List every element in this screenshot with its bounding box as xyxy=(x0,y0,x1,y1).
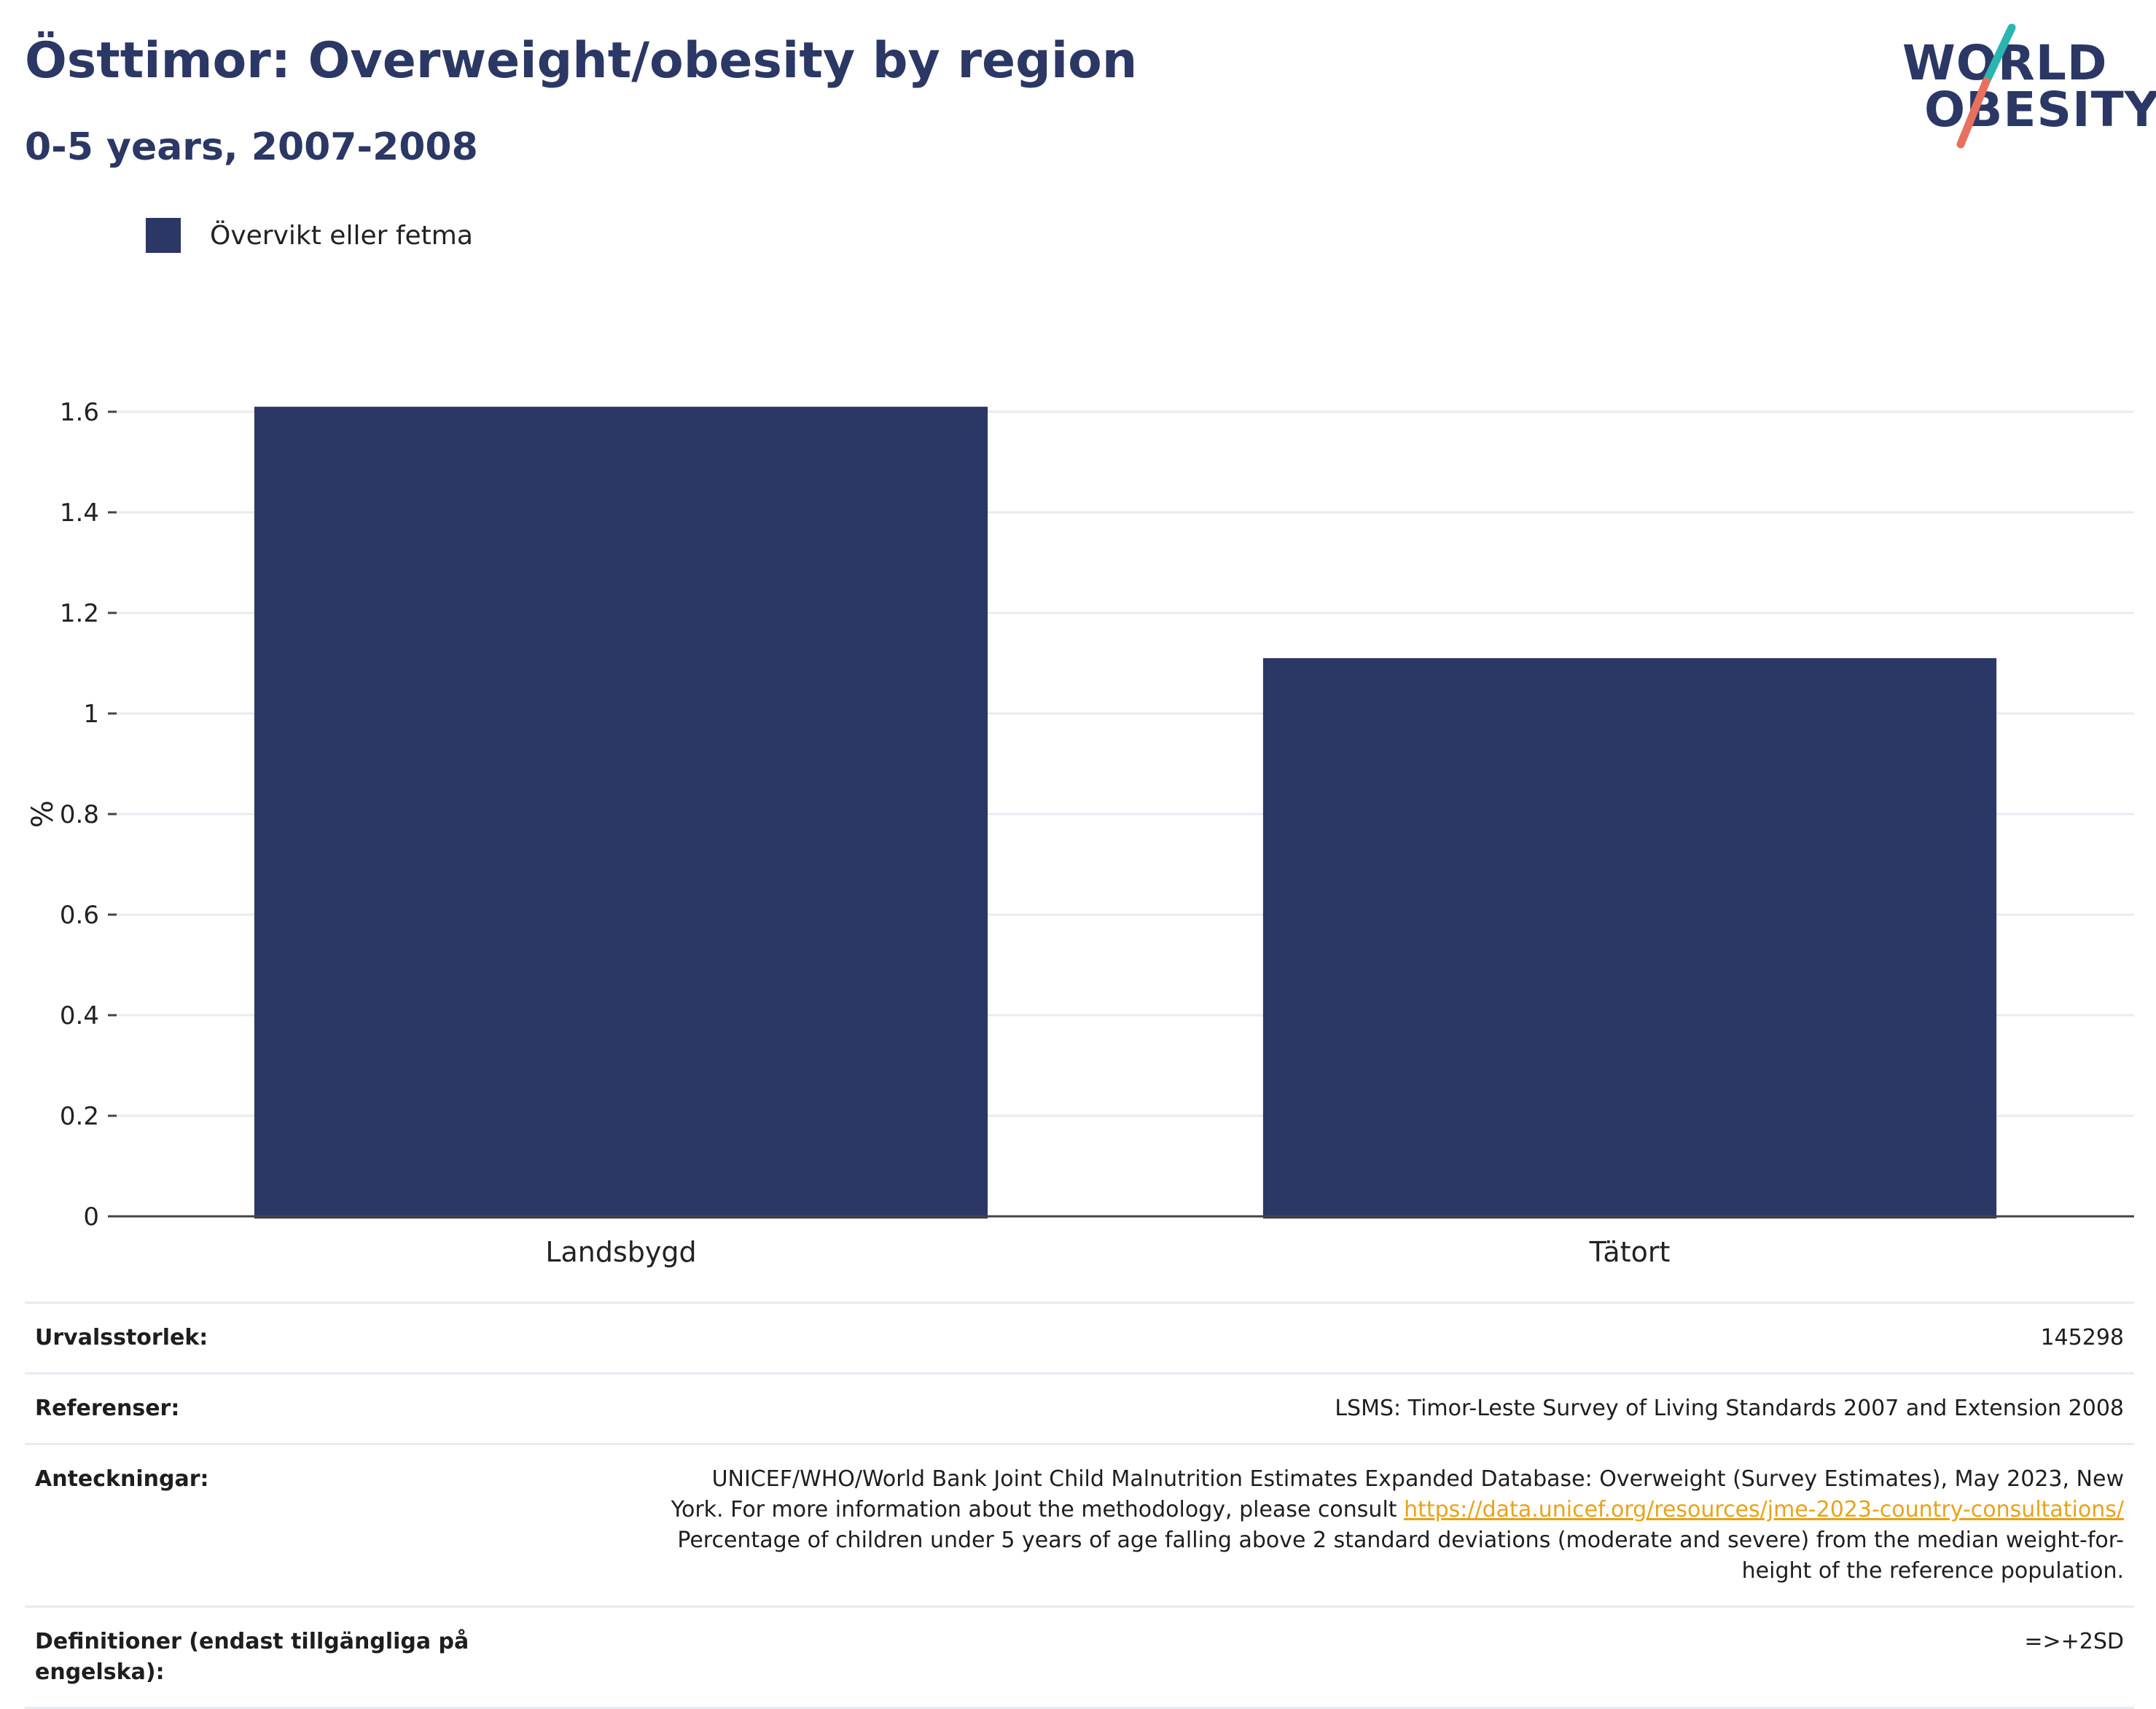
logo-slash-icon xyxy=(1956,23,2016,149)
chart-legend: Övervikt eller fetma xyxy=(146,217,473,254)
y-axis-title: % xyxy=(26,800,60,828)
legend-label: Övervikt eller fetma xyxy=(210,220,473,251)
notes-line-3: Percentage of children under 5 years of … xyxy=(677,1528,2124,1553)
definitions-value: =>+2SD xyxy=(526,1606,2134,1709)
y-tick-label: 0 xyxy=(83,1202,99,1232)
sample-size-label: Urvalsstorlek: xyxy=(25,1302,526,1374)
y-tick-label: 1 xyxy=(83,700,99,729)
y-tick-label: 0.2 xyxy=(60,1102,99,1131)
sample-size-value: 145298 xyxy=(526,1302,2134,1374)
references-value: LSMS: Timor-Leste Survey of Living Stand… xyxy=(526,1372,2134,1444)
y-tick-label: 0.8 xyxy=(60,800,99,829)
chart-title: Östtimor: Overweight/obesity by region xyxy=(25,32,1138,90)
bar-landsbygd xyxy=(254,407,988,1219)
x-category-label: Landsbygd xyxy=(545,1236,696,1268)
notes-line-1: UNICEF/WHO/World Bank Joint Child Malnut… xyxy=(711,1466,2124,1492)
bar-tätort xyxy=(1262,658,1997,1219)
y-tick-label: 0.6 xyxy=(60,901,99,930)
notes-line-2: York. For more information about the met… xyxy=(671,1497,1397,1522)
chart-subtitle: 0-5 years, 2007-2008 xyxy=(25,125,478,169)
notes-label: Anteckningar: xyxy=(25,1443,526,1607)
info-table: Urvalsstorlek: 145298 Referenser: LSMS: … xyxy=(25,1302,2134,1709)
y-tick-label: 1.4 xyxy=(60,498,99,528)
legend-swatch xyxy=(146,218,181,253)
definitions-label: Definitioner (endast tillgängliga på eng… xyxy=(25,1606,526,1709)
info-row-definitions: Definitioner (endast tillgängliga på eng… xyxy=(25,1606,2134,1709)
methodology-link[interactable]: https://data.unicef.org/resources/jme-20… xyxy=(1404,1497,2124,1522)
x-category-label: Tätort xyxy=(1589,1236,1671,1268)
references-label: Referenser: xyxy=(25,1372,526,1444)
y-tick-label: 1.6 xyxy=(60,398,99,427)
info-row-references: Referenser: LSMS: Timor-Leste Survey of … xyxy=(25,1372,2134,1444)
notes-line-4: height of the reference population. xyxy=(1741,1558,2124,1584)
y-tick-label: 0.4 xyxy=(60,1001,99,1031)
notes-value: UNICEF/WHO/World Bank Joint Child Malnut… xyxy=(526,1443,2134,1607)
world-obesity-logo: WORLD OBESITY xyxy=(1902,22,2156,153)
info-row-sample-size: Urvalsstorlek: 145298 xyxy=(25,1302,2134,1374)
bar-chart: 0 0.2 0.4 0.6 0.8 1 1.2 1.4 1.6% Landsbygd Tätort xyxy=(26,398,2134,1268)
y-tick-label: 1.2 xyxy=(60,599,99,628)
info-row-notes: Anteckningar: UNICEF/WHO/World Bank Join… xyxy=(25,1443,2134,1607)
